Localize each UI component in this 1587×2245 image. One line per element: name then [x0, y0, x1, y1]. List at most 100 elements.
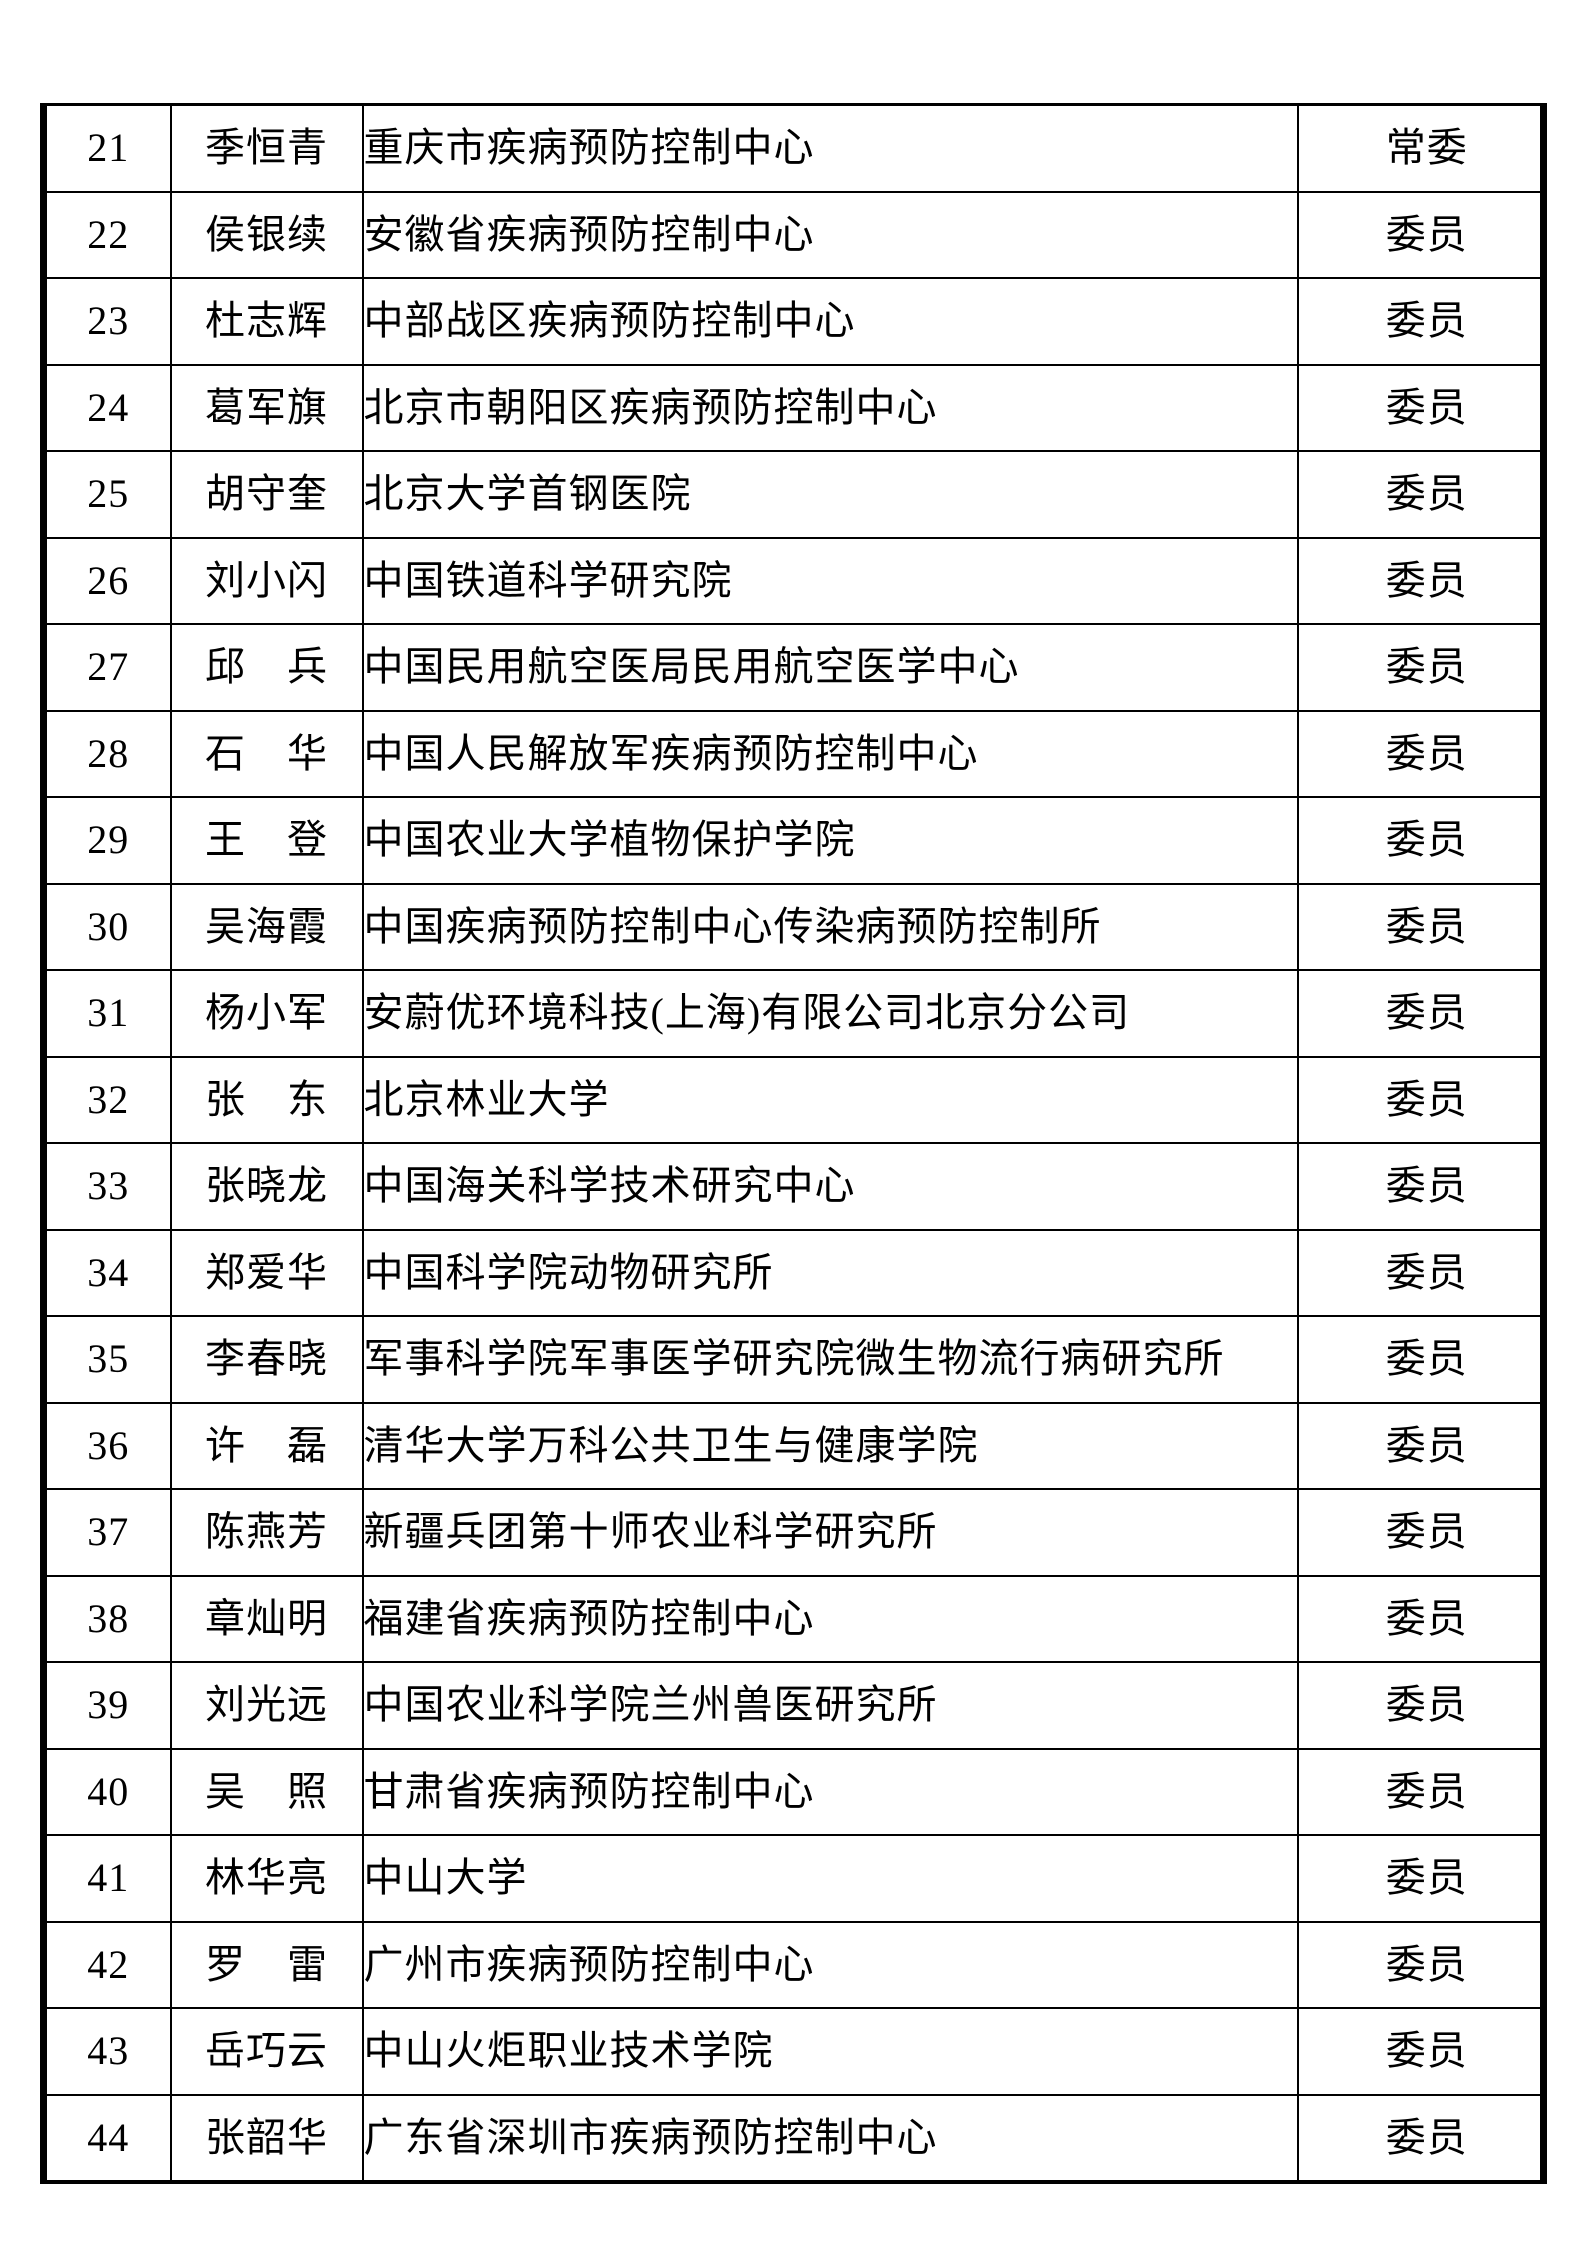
table-row: 39 刘光远 中国农业科学院兰州兽医研究所 委员	[42, 1661, 1545, 1750]
member-role-cell: 委员	[1296, 1315, 1545, 1404]
member-role-cell: 委员	[1296, 1055, 1545, 1144]
table-row: 29 王 登中国农业大学植物保护学院 委员	[42, 796, 1545, 885]
committee-roster-table: 21 季恒青 重庆市疾病预防控制中心 常委 22 侯银续 安徽省疾病预防控制中心 委员 23 杜志…	[40, 103, 1547, 2184]
member-number-cell: 27	[42, 623, 172, 712]
member-name-cell: 吴 照	[169, 1747, 364, 1836]
member-number-cell: 28	[42, 709, 172, 798]
member-role-cell: 委员	[1296, 1488, 1545, 1577]
member-institution-cell: 中国民用航空医局民用航空医学中心	[361, 623, 1299, 712]
member-institution-cell: 中山火炬职业技术学院	[361, 2007, 1299, 2096]
member-name-cell: 葛军旗	[169, 363, 364, 452]
member-institution-cell: 中国农业大学植物保护学院	[361, 796, 1299, 885]
member-role-cell: 委员	[1296, 1228, 1545, 1317]
member-name-cell: 季恒青	[169, 103, 364, 193]
table-row: 43 岳巧云 中山火炬职业技术学院 委员	[42, 2007, 1545, 2096]
member-name-cell: 罗 雷	[169, 1920, 364, 2009]
member-role-cell: 委员	[1296, 709, 1545, 798]
member-name-cell: 岳巧云	[169, 2007, 364, 2096]
member-name-cell: 张韶华	[169, 2093, 364, 2183]
member-institution-cell: 中国铁道科学研究院	[361, 536, 1299, 625]
member-name-cell: 杜志辉	[169, 277, 364, 366]
table-row: 34 郑爱华 中国科学院动物研究所 委员	[42, 1228, 1545, 1317]
member-number-cell: 44	[42, 2093, 172, 2183]
member-role-cell: 委员	[1296, 623, 1545, 712]
table-row: 38 章灿明 福建省疾病预防控制中心 委员	[42, 1574, 1545, 1663]
member-institution-cell: 北京市朝阳区疾病预防控制中心	[361, 363, 1299, 452]
member-number-cell: 21	[42, 103, 172, 193]
member-number-cell: 36	[42, 1401, 172, 1490]
member-number-cell: 29	[42, 796, 172, 885]
member-institution-cell: 中国科学院动物研究所	[361, 1228, 1299, 1317]
table-row: 40 吴 照甘肃省疾病预防控制中心 委员	[42, 1747, 1545, 1836]
member-role-cell: 委员	[1296, 1920, 1545, 2009]
member-number-cell: 42	[42, 1920, 172, 2009]
member-institution-cell: 中国农业科学院兰州兽医研究所	[361, 1661, 1299, 1750]
member-institution-cell: 广东省深圳市疾病预防控制中心	[361, 2093, 1299, 2183]
table-row: 41 林华亮 中山大学 委员	[42, 1834, 1545, 1923]
member-role-cell: 委员	[1296, 190, 1545, 279]
member-role-cell: 委员	[1296, 1747, 1545, 1836]
member-name-cell: 杨小军	[169, 969, 364, 1058]
member-institution-cell: 北京大学首钢医院	[361, 450, 1299, 539]
member-number-cell: 39	[42, 1661, 172, 1750]
table-row: 26 刘小闪 中国铁道科学研究院 委员	[42, 536, 1545, 625]
member-institution-cell: 军事科学院军事医学研究院微生物流行病研究所	[361, 1315, 1299, 1404]
member-institution-cell: 清华大学万科公共卫生与健康学院	[361, 1401, 1299, 1490]
table-row: 30 吴海霞 中国疾病预防控制中心传染病预防控制所 委员	[42, 882, 1545, 971]
member-number-cell: 31	[42, 969, 172, 1058]
member-name-cell: 刘小闪	[169, 536, 364, 625]
table-row: 21 季恒青 重庆市疾病预防控制中心 常委	[42, 103, 1545, 193]
member-number-cell: 33	[42, 1142, 172, 1231]
member-institution-cell: 安徽省疾病预防控制中心	[361, 190, 1299, 279]
member-role-cell: 委员	[1296, 536, 1545, 625]
member-role-cell: 委员	[1296, 1661, 1545, 1750]
member-name-cell: 张 东	[169, 1055, 364, 1144]
member-name-cell: 郑爱华	[169, 1228, 364, 1317]
table-row: 36 许 磊清华大学万科公共卫生与健康学院 委员	[42, 1401, 1545, 1490]
table-row: 31 杨小军 安蔚优环境科技(上海)有限公司北京分公司 委员	[42, 969, 1545, 1058]
member-role-cell: 委员	[1296, 277, 1545, 366]
member-name-cell: 许 磊	[169, 1401, 364, 1490]
member-institution-cell: 中国疾病预防控制中心传染病预防控制所	[361, 882, 1299, 971]
member-institution-cell: 福建省疾病预防控制中心	[361, 1574, 1299, 1663]
table-row: 22 侯银续 安徽省疾病预防控制中心 委员	[42, 190, 1545, 279]
member-institution-cell: 安蔚优环境科技(上海)有限公司北京分公司	[361, 969, 1299, 1058]
member-name-cell: 张晓龙	[169, 1142, 364, 1231]
table-row: 37 陈燕芳 新疆兵团第十师农业科学研究所 委员	[42, 1488, 1545, 1577]
member-institution-cell: 中山大学	[361, 1834, 1299, 1923]
member-name-cell: 胡守奎	[169, 450, 364, 539]
member-number-cell: 34	[42, 1228, 172, 1317]
member-table-body: 21 季恒青 重庆市疾病预防控制中心 常委 22 侯银续 安徽省疾病预防控制中心 委员 23 杜志…	[42, 103, 1545, 2183]
member-institution-cell: 中部战区疾病预防控制中心	[361, 277, 1299, 366]
member-name-cell: 陈燕芳	[169, 1488, 364, 1577]
table-row: 42 罗 雷广州市疾病预防控制中心 委员	[42, 1920, 1545, 2009]
member-name-cell: 吴海霞	[169, 882, 364, 971]
member-number-cell: 25	[42, 450, 172, 539]
member-number-cell: 41	[42, 1834, 172, 1923]
member-role-cell: 常委	[1296, 103, 1545, 193]
member-name-cell: 刘光远	[169, 1661, 364, 1750]
member-institution-cell: 新疆兵团第十师农业科学研究所	[361, 1488, 1299, 1577]
member-role-cell: 委员	[1296, 796, 1545, 885]
member-name-cell: 林华亮	[169, 1834, 364, 1923]
member-institution-cell: 广州市疾病预防控制中心	[361, 1920, 1299, 2009]
table-row: 28 石 华中国人民解放军疾病预防控制中心 委员	[42, 709, 1545, 798]
table-row: 27 邱 兵中国民用航空医局民用航空医学中心 委员	[42, 623, 1545, 712]
member-number-cell: 35	[42, 1315, 172, 1404]
member-name-cell: 王 登	[169, 796, 364, 885]
member-institution-cell: 北京林业大学	[361, 1055, 1299, 1144]
member-role-cell: 委员	[1296, 2093, 1545, 2183]
member-number-cell: 26	[42, 536, 172, 625]
member-number-cell: 22	[42, 190, 172, 279]
member-number-cell: 23	[42, 277, 172, 366]
member-name-cell: 侯银续	[169, 190, 364, 279]
member-name-cell: 邱 兵	[169, 623, 364, 712]
member-role-cell: 委员	[1296, 2007, 1545, 2096]
member-number-cell: 40	[42, 1747, 172, 1836]
member-name-cell: 李春晓	[169, 1315, 364, 1404]
member-number-cell: 37	[42, 1488, 172, 1577]
member-role-cell: 委员	[1296, 363, 1545, 452]
member-number-cell: 32	[42, 1055, 172, 1144]
member-role-cell: 委员	[1296, 1142, 1545, 1231]
